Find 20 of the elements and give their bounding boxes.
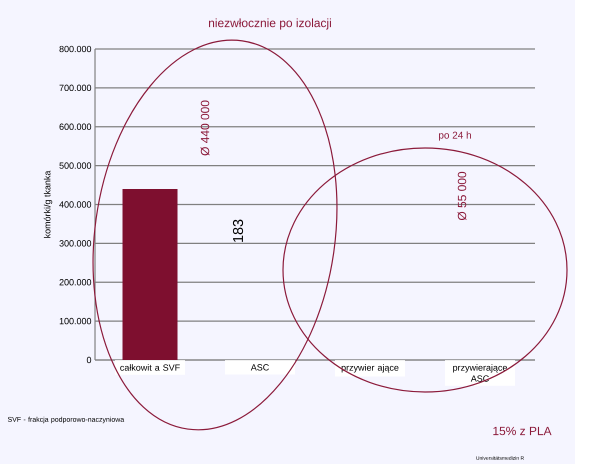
y-tick-label: 700.000: [60, 84, 92, 92]
text: 15% z PLA: [493, 426, 552, 436]
x-tick-label: przywier ające: [342, 364, 398, 373]
y-tick-label: 300.000: [59, 240, 92, 247]
y-tick-label: 500.000: [59, 162, 92, 169]
y-tick-label: 0: [86, 356, 92, 364]
annotation: 183: [232, 220, 244, 242]
x-tick-label: ASC: [250, 364, 269, 371]
y-tick-label: 600.000: [60, 124, 92, 130]
y-tick-label: 400.000: [59, 201, 92, 208]
y-axis-title: komórki/g tkanka: [44, 170, 52, 238]
text: niezwłocznie po izolacji: [209, 18, 331, 30]
x-tick-label: przywierające ASC: [453, 364, 508, 382]
y-tick-label: 800.000: [59, 46, 92, 52]
x-tick-label: całkowit a SVF: [120, 364, 180, 371]
annotation: Ø 55 000: [458, 172, 466, 220]
y-tick-label: 100.000: [60, 318, 92, 324]
annotation: po 24 h: [439, 131, 471, 141]
annotation: Ø 440 000: [200, 100, 210, 156]
y-tick-label: 200.000: [60, 279, 92, 286]
